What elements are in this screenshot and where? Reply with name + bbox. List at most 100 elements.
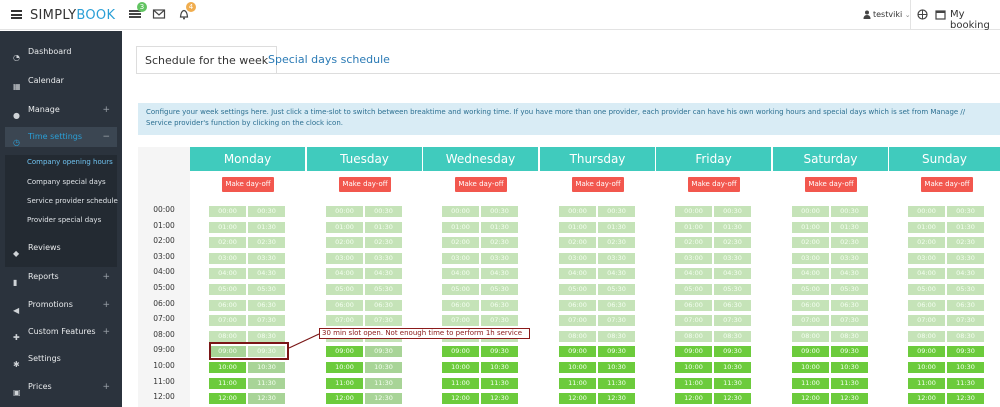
envelope-icon[interactable] [152,8,166,20]
time-slot[interactable]: 04:00 [559,268,596,280]
sidebar-item-prices[interactable]: ▣ Prices + [0,377,122,397]
time-slot[interactable]: 11:00 [675,377,712,389]
sidebar-item-settings[interactable]: ✱ Settings [13,354,61,369]
time-slot[interactable]: 10:00 [559,362,596,373]
sidebar-sub-service-provider-schedule[interactable]: Service provider schedule [27,197,118,205]
sidebar-item-reviews[interactable]: ◆ Reviews [13,243,61,258]
time-slot[interactable]: 12:30 [831,393,868,405]
time-slot[interactable]: 06:30 [714,299,751,311]
sidebar-item-dashboard[interactable]: ◔ Dashboard [13,47,72,62]
time-slot[interactable]: 02:30 [714,237,751,249]
expand-icon[interactable]: + [102,300,110,310]
time-slot[interactable]: 03:30 [365,252,402,264]
sidebar-item-time-settings[interactable]: ◷ Time settings − [5,127,117,147]
time-slot[interactable]: 10:30 [831,362,868,373]
time-slot[interactable]: 08:30 [598,330,635,342]
time-slot[interactable]: 10:30 [714,362,751,373]
time-slot[interactable]: 09:30 [831,346,868,358]
globe-icon[interactable] [917,9,928,20]
time-slot[interactable]: 06:00 [559,299,596,311]
time-slot[interactable]: 01:00 [792,221,829,233]
time-slot[interactable]: 01:00 [326,221,363,233]
time-slot[interactable]: 00:30 [831,206,868,217]
time-slot[interactable]: 04:30 [947,268,984,280]
time-slot[interactable]: 04:00 [209,268,246,280]
time-slot[interactable]: 12:00 [559,393,596,405]
make-day-off-button[interactable]: Make day-off [339,177,391,192]
time-slot[interactable]: 05:30 [947,284,984,295]
time-slot[interactable]: 01:00 [559,221,596,233]
time-slot[interactable]: 10:00 [908,362,945,373]
expand-icon[interactable]: + [102,272,110,282]
sidebar-item-promotions[interactable]: ◀ Promotions + [0,295,122,315]
time-slot[interactable]: 00:30 [598,206,635,217]
time-slot[interactable]: 05:30 [714,284,751,295]
sidebar-item-calendar[interactable]: ▦ Calendar [13,76,64,91]
time-slot[interactable]: 02:00 [559,237,596,249]
time-slot[interactable]: 05:30 [831,284,868,295]
time-slot[interactable]: 00:30 [481,206,518,217]
time-slot[interactable]: 06:00 [209,299,246,311]
time-slot[interactable]: 09:30 [947,346,984,358]
sidebar-sub-company-special-days[interactable]: Company special days [27,178,106,186]
time-slot[interactable]: 07:00 [209,315,246,327]
time-slot[interactable]: 06:30 [947,299,984,311]
time-slot[interactable]: 05:00 [559,284,596,295]
time-slot[interactable]: 01:00 [675,221,712,233]
time-slot[interactable]: 10:30 [947,362,984,373]
time-slot[interactable]: 04:30 [714,268,751,280]
time-slot[interactable]: 05:30 [248,284,285,295]
time-slot[interactable]: 08:00 [792,330,829,342]
time-slot[interactable]: 11:30 [947,377,984,389]
time-slot[interactable]: 05:00 [675,284,712,295]
time-slot[interactable]: 09:30 [365,346,402,358]
time-slot[interactable]: 02:30 [248,237,285,249]
time-slot[interactable]: 05:00 [442,284,479,295]
time-slot[interactable]: 12:30 [481,393,518,405]
sidebar-item-custom-features[interactable]: ✚ Custom Features + [0,322,122,342]
time-slot[interactable]: 00:00 [792,206,829,217]
time-slot[interactable]: 10:30 [365,362,402,373]
time-slot[interactable]: 11:00 [908,377,945,389]
time-slot[interactable]: 10:30 [481,362,518,373]
time-slot[interactable]: 09:00 [326,346,363,358]
make-day-off-button[interactable]: Make day-off [572,177,624,192]
time-slot[interactable]: 11:00 [442,377,479,389]
time-slot[interactable]: 06:30 [248,299,285,311]
time-slot[interactable]: 11:30 [831,377,868,389]
time-slot[interactable]: 12:30 [714,393,751,405]
time-slot[interactable]: 01:30 [831,221,868,233]
time-slot[interactable]: 08:00 [209,330,246,342]
time-slot[interactable]: 05:00 [209,284,246,295]
tab-schedule-week[interactable]: Schedule for the week [136,46,278,74]
time-slot[interactable]: 06:00 [442,299,479,311]
calendar-icon[interactable] [935,9,946,20]
time-slot[interactable]: 00:00 [442,206,479,217]
time-slot[interactable]: 10:00 [209,362,246,373]
brand-logo[interactable]: SIMPLYBOOK [30,8,116,23]
make-day-off-button[interactable]: Make day-off [921,177,973,192]
time-slot[interactable]: 11:00 [792,377,829,389]
time-slot[interactable]: 03:00 [442,252,479,264]
time-slot[interactable]: 00:30 [248,206,285,217]
time-slot[interactable]: 07:30 [714,315,751,327]
time-slot[interactable]: 09:00 [442,346,479,358]
time-slot[interactable]: 03:00 [559,252,596,264]
time-slot[interactable]: 09:00 [792,346,829,358]
time-slot[interactable]: 03:00 [209,252,246,264]
time-slot[interactable]: 08:30 [831,330,868,342]
time-slot[interactable]: 01:30 [365,221,402,233]
time-slot[interactable]: 09:30 [248,346,285,358]
make-day-off-button[interactable]: Make day-off [805,177,857,192]
time-slot[interactable]: 04:30 [481,268,518,280]
list-icon[interactable] [128,8,142,20]
time-slot[interactable]: 05:00 [792,284,829,295]
time-slot[interactable]: 02:00 [209,237,246,249]
expand-icon[interactable]: + [102,105,110,115]
time-slot[interactable]: 09:30 [714,346,751,358]
sidebar-item-manage[interactable]: ● Manage + [0,100,122,120]
time-slot[interactable]: 09:30 [598,346,635,358]
time-slot[interactable]: 00:00 [209,206,246,217]
time-slot[interactable]: 10:30 [248,362,285,373]
time-slot[interactable]: 05:30 [481,284,518,295]
